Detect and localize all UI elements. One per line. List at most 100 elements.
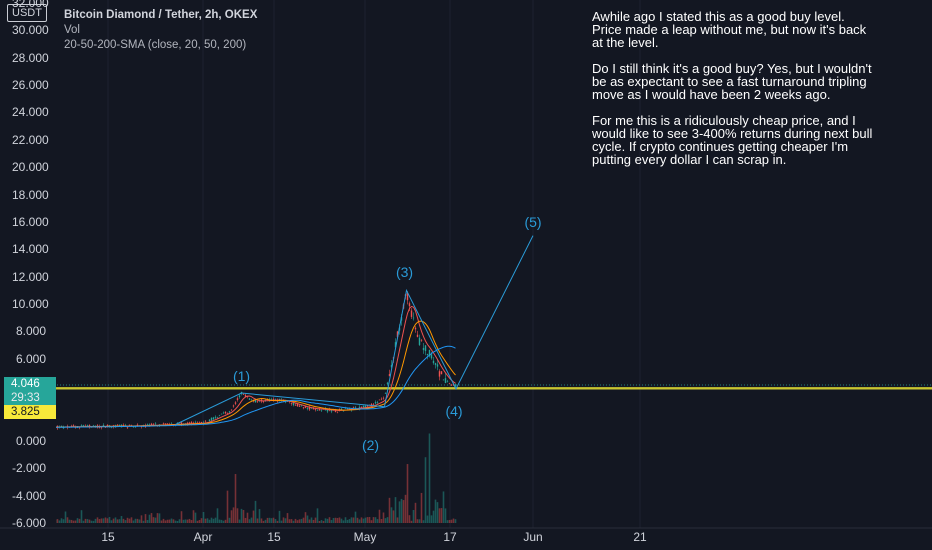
candle-body: [314, 408, 317, 410]
volume-bar: [110, 520, 113, 523]
volume-bar: [76, 518, 79, 523]
candle-body: [216, 416, 219, 418]
volume-bar: [194, 512, 197, 523]
candle-body: [428, 349, 431, 357]
volume-bar: [350, 517, 353, 523]
candle-body: [136, 424, 139, 426]
volume-bar: [220, 519, 223, 523]
volume-bar: [396, 517, 399, 523]
volume-bar: [68, 519, 71, 523]
candle-body: [170, 423, 173, 425]
candle-body: [326, 409, 329, 412]
volume-bar: [208, 519, 211, 523]
volume-bar: [144, 514, 147, 523]
volume-bar: [314, 517, 317, 523]
candle-body: [374, 402, 377, 404]
candle-body: [204, 420, 207, 422]
candle-body: [446, 381, 449, 383]
volume-bar: [106, 518, 109, 523]
volume-bar: [410, 520, 413, 523]
volume-bar: [394, 497, 397, 523]
candle-body: [418, 337, 421, 345]
volume-bar: [132, 520, 135, 523]
volume-bar: [212, 518, 215, 523]
last-price-tag: 4.046 29:33: [4, 377, 56, 405]
volume-bar: [160, 520, 163, 523]
candle-body: [450, 384, 453, 386]
volume-bar: [242, 510, 245, 523]
volume-bar: [222, 520, 225, 523]
candle-body: [362, 405, 365, 408]
candle-body: [416, 334, 419, 337]
volume-bar: [392, 510, 395, 523]
volume-bar: [388, 497, 391, 523]
volume-bar: [150, 513, 153, 523]
candle-body: [414, 327, 417, 330]
volume-bar: [328, 517, 331, 523]
volume-bar: [206, 518, 209, 523]
volume-bar: [336, 518, 339, 523]
volume-bar: [140, 515, 143, 523]
volume-bar: [238, 519, 241, 523]
volume-bar: [268, 517, 271, 523]
candle-body: [164, 423, 167, 425]
volume-bar: [88, 519, 91, 523]
x-tick-label: Apr: [193, 530, 213, 544]
volume-bar: [406, 464, 409, 523]
candles: [42, 291, 457, 430]
volume-bar: [334, 517, 337, 523]
candle-body: [412, 317, 415, 319]
volume-bar: [446, 520, 449, 523]
volume-bar: [290, 519, 293, 523]
volume-bar: [340, 518, 343, 523]
volume-bar: [386, 517, 389, 523]
candle-body: [380, 398, 383, 400]
volume-bar: [270, 518, 273, 523]
volume-bar: [214, 517, 217, 523]
volume-bar: [154, 517, 157, 523]
volume-bar: [276, 520, 279, 523]
volume-bar: [80, 510, 83, 523]
volume-bar: [256, 518, 259, 523]
candle-body: [150, 423, 153, 426]
candle-body: [84, 425, 87, 427]
candle-body: [230, 409, 233, 411]
sma-indicator-label[interactable]: 20-50-200-SMA (close, 20, 50, 200): [64, 39, 247, 51]
volume-bar: [398, 501, 401, 523]
volume-bar: [418, 519, 421, 523]
volume-bar: [174, 520, 177, 523]
candle-body: [234, 402, 237, 404]
volume-bar: [156, 513, 159, 523]
volume-bar: [164, 520, 167, 523]
volume-bar: [362, 518, 365, 523]
volume-bar: [74, 520, 77, 523]
volume-bar: [454, 519, 457, 523]
candle-body: [366, 405, 369, 407]
volume-bar: [316, 508, 319, 523]
quote-currency-badge[interactable]: USDT: [7, 4, 47, 22]
volume-bars: [42, 433, 457, 523]
volume-bar: [226, 490, 229, 523]
symbol-title[interactable]: Bitcoin Diamond / Tether, 2h, OKEX: [64, 9, 258, 21]
note-paragraph-2: Do I still think it's a good buy? Yes, b…: [592, 61, 872, 102]
volume-bar: [382, 512, 385, 523]
volume-indicator-label[interactable]: Vol: [64, 24, 80, 36]
y-tick-label: -2.000: [12, 461, 47, 476]
volume-bar: [308, 519, 311, 523]
volume-bar: [138, 519, 141, 523]
candle-body: [118, 424, 121, 426]
volume-bar: [288, 519, 291, 523]
volume-bar: [234, 474, 237, 523]
note-paragraph-3: For me this is a ridiculously cheap pric…: [592, 113, 873, 167]
candle-body: [340, 408, 343, 410]
volume-bar: [416, 519, 419, 523]
volume-bar: [358, 519, 361, 523]
candle-body: [194, 421, 197, 423]
volume-bar: [304, 512, 307, 523]
y-tick-label: -4.000: [12, 488, 47, 503]
candle-body: [406, 292, 409, 301]
volume-bar: [324, 518, 327, 523]
candle-body: [344, 408, 347, 409]
volume-bar: [124, 520, 127, 523]
